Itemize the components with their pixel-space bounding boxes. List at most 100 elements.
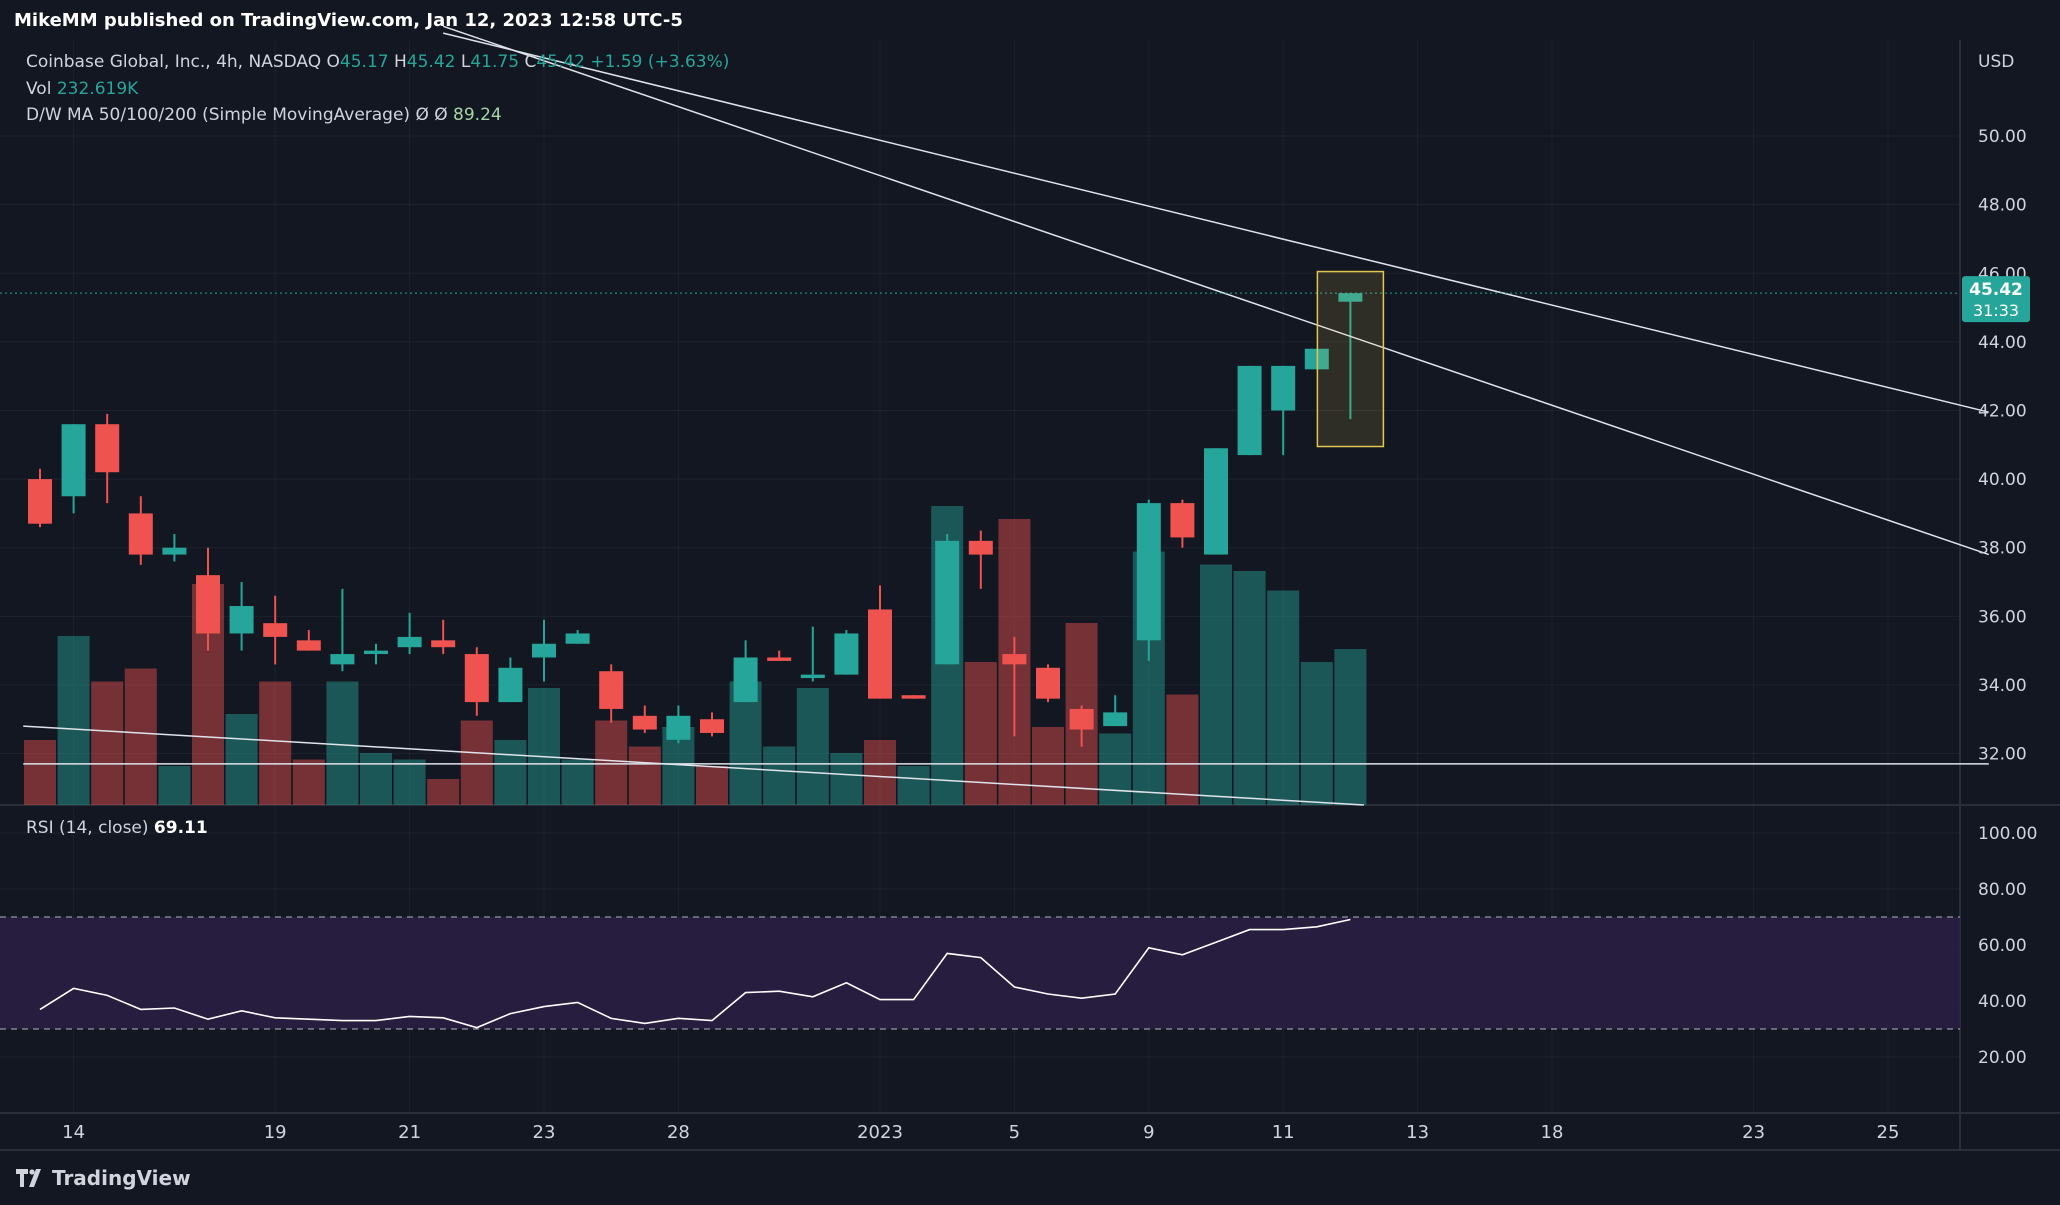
volume-bar — [1099, 733, 1132, 805]
volume-bar — [360, 753, 392, 805]
candle-body — [800, 674, 825, 679]
candle-body — [1338, 293, 1363, 302]
countdown-label: 31:33 — [1973, 301, 2019, 320]
price-tick-label: 50.00 — [1978, 127, 2027, 147]
volume-bar — [1267, 590, 1300, 805]
volume-bar — [628, 746, 661, 805]
highlight-box — [1316, 270, 1385, 448]
volume-bar — [225, 714, 258, 805]
close-value: 45.42 — [536, 52, 585, 72]
symbol-legend: Coinbase Global, Inc., 4h, NASDAQ O45.17… — [26, 52, 730, 72]
candle-body — [196, 575, 220, 634]
last-price-tag — [1962, 276, 2030, 323]
candle-body — [666, 715, 691, 740]
volume-value: 232.619K — [56, 79, 139, 99]
ma-legend: D/W MA 50/100/200 (Simple MovingAverage)… — [26, 105, 502, 125]
candle-body — [263, 623, 288, 637]
candle-body — [1103, 712, 1128, 727]
candle-body — [1170, 503, 1195, 538]
overlays — [0, 25, 1990, 806]
time-tick-label: 14 — [62, 1122, 85, 1143]
ma-value: 89.24 — [453, 105, 502, 125]
price-tick-label: 38.00 — [1978, 539, 2027, 559]
price-tick-label: 48.00 — [1978, 196, 2027, 216]
volume-bar — [427, 779, 460, 805]
tradingview-logo[interactable]: TradingView — [16, 1166, 191, 1190]
time-tick-label: 11 — [1272, 1122, 1295, 1143]
volume-bar — [561, 759, 594, 805]
rsi-value: 69.11 — [153, 818, 208, 838]
candle-body — [565, 633, 590, 644]
candle-body — [733, 657, 758, 703]
rsi-legend: RSI (14, close) 69.11 — [26, 818, 208, 838]
candle-body — [968, 540, 993, 555]
price-tick-label: 40.00 — [1978, 470, 2027, 490]
time-tick-label: 28 — [667, 1122, 690, 1143]
rsi-pane — [0, 916, 1960, 1030]
volume-bar — [1200, 564, 1232, 805]
candle-body — [1237, 365, 1262, 456]
volume-bar — [830, 753, 863, 805]
price-tick-label: 36.00 — [1978, 607, 2027, 627]
volume-bar — [91, 681, 124, 805]
volume-bar — [528, 688, 560, 805]
candle-body — [61, 424, 86, 497]
volume-legend: Vol 232.619K — [26, 79, 139, 99]
candle-body — [1069, 708, 1094, 730]
time-tick-label: 13 — [1406, 1122, 1429, 1143]
trendline — [443, 32, 1989, 413]
rsi-tick-label: 80.00 — [1978, 880, 2027, 900]
candle-body — [28, 479, 52, 524]
volume-bar — [460, 720, 493, 805]
volume-bar — [57, 636, 90, 805]
volume-bar — [494, 740, 527, 805]
time-tick-label: 25 — [1877, 1122, 1900, 1143]
price-tick-label: 44.00 — [1978, 333, 2027, 353]
candle-body — [431, 640, 456, 648]
tradingview-icon — [16, 1169, 41, 1187]
candle-body — [498, 667, 523, 703]
rsi-tick-label: 20.00 — [1978, 1048, 2027, 1068]
rsi-line — [39, 918, 1351, 1029]
volume-bar — [1166, 694, 1199, 805]
candle-body — [397, 636, 422, 648]
volume-bar — [897, 766, 930, 805]
volume-bar — [393, 759, 426, 805]
candle-body — [599, 671, 624, 709]
volume-bar — [24, 740, 56, 805]
volume-bar — [796, 688, 829, 805]
currency-label: USD — [1978, 52, 2014, 72]
time-tick-label: 18 — [1541, 1122, 1564, 1143]
volume-bar — [326, 681, 359, 805]
candle-body — [700, 719, 724, 733]
axes: USD50.0048.0046.0044.0042.0040.0038.0036… — [62, 52, 2037, 1143]
candle-body — [901, 695, 926, 699]
time-tick-label: 21 — [398, 1122, 421, 1143]
volume-bar — [1300, 662, 1333, 805]
candle-body — [95, 424, 120, 473]
volume-bar — [1032, 727, 1064, 805]
volume-bar — [1233, 571, 1266, 805]
volume-bar — [158, 766, 191, 805]
price-tick-label: 32.00 — [1978, 745, 2027, 765]
rsi-tick-label: 60.00 — [1978, 936, 2027, 956]
volume-bar — [864, 740, 896, 805]
low-value: 41.75 — [470, 52, 520, 72]
brand-name: TradingView — [52, 1166, 191, 1190]
volume-bars — [24, 506, 1367, 805]
candle-body — [868, 609, 892, 699]
symbol-name[interactable]: Coinbase Global, Inc., 4h, NASDAQ — [26, 52, 322, 72]
candle-body — [296, 640, 321, 651]
candle-body — [1271, 365, 1296, 411]
rsi-tick-label: 40.00 — [1978, 992, 2027, 1012]
candle-body — [632, 715, 657, 730]
candle-body — [162, 547, 187, 555]
trendline — [23, 725, 1364, 806]
candle-body — [364, 650, 388, 655]
volume-bar — [292, 759, 325, 805]
candle-body — [532, 643, 556, 658]
volume-bar — [1334, 649, 1367, 805]
time-tick-label: 19 — [264, 1122, 287, 1143]
price-tick-label: 42.00 — [1978, 401, 2027, 421]
